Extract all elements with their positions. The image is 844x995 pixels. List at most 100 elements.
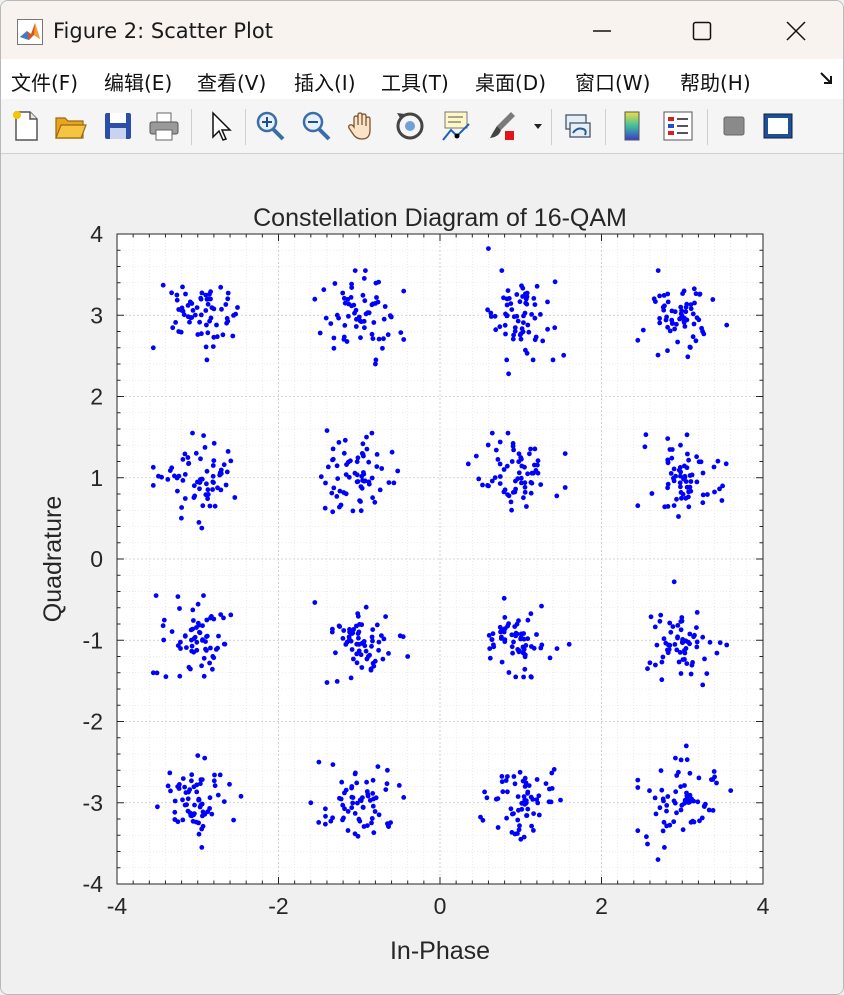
scatter-point (358, 508, 364, 514)
scatter-point (355, 455, 361, 461)
menu-insert[interactable]: 插入(I) (294, 71, 356, 95)
scatter-point (652, 795, 658, 801)
scatter-point (694, 644, 700, 650)
scatter-point (190, 607, 196, 613)
scatter-point (668, 629, 674, 635)
scatter-point (506, 670, 512, 675)
scatter-point (493, 796, 499, 802)
x-tick-label: -2 (268, 893, 288, 919)
scatter-point (645, 666, 650, 672)
hide-plot-tools-button[interactable] (717, 109, 751, 143)
scatter-point (371, 320, 377, 325)
scatter-point (175, 819, 181, 825)
scatter-point (679, 308, 684, 313)
scatter-point (678, 442, 683, 448)
scatter-point (517, 823, 522, 829)
scatter-point (180, 817, 186, 823)
scatter-point (529, 823, 534, 829)
scatter-point (511, 811, 516, 816)
insert-colorbar-button[interactable] (615, 109, 649, 143)
scatter-point (357, 498, 362, 503)
scatter-point (224, 320, 230, 326)
scatter-point (539, 603, 544, 609)
y-axis-label: Quadrature (39, 496, 67, 622)
brush-button[interactable] (485, 109, 519, 143)
scatter-point (379, 633, 384, 638)
scatter-chart[interactable]: -4 -2 0 2 4 4 3 2 1 0 -1 -2 -3 -4 Constellation Diagra… (1, 154, 843, 994)
menu-view[interactable]: 查看(V) (197, 71, 267, 95)
chart-title: Constellation Diagram of 16-QAM (253, 204, 627, 232)
scatter-point (153, 593, 159, 598)
menu-desktop[interactable]: 桌面(D) (475, 71, 547, 95)
scatter-point (529, 312, 534, 317)
minimize-button[interactable] (579, 11, 625, 51)
scatter-point (346, 474, 352, 480)
scatter-point (492, 475, 498, 480)
link-plot-button[interactable] (561, 109, 595, 143)
scatter-point (336, 623, 342, 629)
menu-overflow-arrow-icon[interactable] (819, 71, 835, 87)
menu-tools[interactable]: 工具(T) (381, 71, 449, 95)
scatter-point (343, 491, 349, 497)
menu-file[interactable]: 文件(F) (11, 71, 79, 95)
scatter-point (200, 503, 206, 509)
scatter-point (519, 806, 525, 812)
close-button[interactable] (773, 11, 819, 51)
scatter-point (711, 769, 717, 774)
scatter-point (312, 600, 318, 605)
scatter-point (349, 281, 354, 287)
edit-plot-button[interactable] (203, 109, 237, 143)
menu-edit[interactable]: 编辑(E) (104, 71, 173, 95)
pan-button[interactable] (345, 109, 379, 143)
scatter-point (669, 317, 675, 323)
scatter-point (513, 478, 518, 484)
data-cursor-button[interactable] (439, 109, 473, 143)
scatter-point (714, 780, 719, 786)
scatter-point (200, 813, 205, 819)
maximize-button[interactable] (679, 11, 725, 51)
scatter-point (497, 481, 503, 486)
insert-legend-button[interactable] (661, 109, 695, 143)
scatter-point (174, 292, 180, 298)
scatter-point (649, 491, 655, 496)
scatter-point (473, 453, 479, 459)
menu-help[interactable]: 帮助(H) (680, 71, 751, 95)
scatter-point (549, 786, 555, 791)
scatter-point (362, 298, 368, 304)
scatter-point (660, 828, 666, 834)
print-button[interactable] (147, 109, 181, 143)
scatter-point (677, 465, 683, 470)
zoom-in-button[interactable] (253, 109, 287, 143)
scatter-point (370, 638, 375, 644)
new-figure-button[interactable] (9, 109, 43, 143)
scatter-point (368, 667, 374, 673)
scatter-point (175, 488, 180, 494)
save-button[interactable] (101, 109, 135, 143)
scatter-point (667, 447, 673, 452)
scatter-point (510, 650, 515, 656)
scatter-point (182, 633, 188, 639)
scatter-point (385, 821, 390, 827)
open-file-button[interactable] (53, 109, 87, 143)
scatter-point (717, 640, 723, 646)
scatter-point (173, 320, 179, 325)
scatter-point (360, 441, 366, 447)
brush-dropdown-button[interactable] (531, 109, 545, 143)
scatter-point (203, 492, 209, 498)
scatter-point (531, 296, 537, 301)
scatter-point (210, 479, 216, 485)
show-plot-tools-button[interactable] (761, 109, 795, 143)
scatter-point (671, 503, 677, 508)
scatter-point (670, 624, 676, 629)
zoom-out-button[interactable] (299, 109, 333, 143)
x-tick-label: 2 (595, 893, 608, 919)
menu-window[interactable]: 窗口(W) (575, 71, 651, 95)
scatter-point (370, 627, 376, 632)
scatter-point (374, 622, 380, 628)
scatter-point (401, 795, 407, 800)
scatter-point (521, 794, 527, 799)
x-axis-label: In-Phase (390, 937, 490, 965)
zoom-in-icon (256, 111, 285, 141)
rotate-3d-button[interactable] (393, 109, 427, 143)
scatter-point (172, 798, 178, 804)
